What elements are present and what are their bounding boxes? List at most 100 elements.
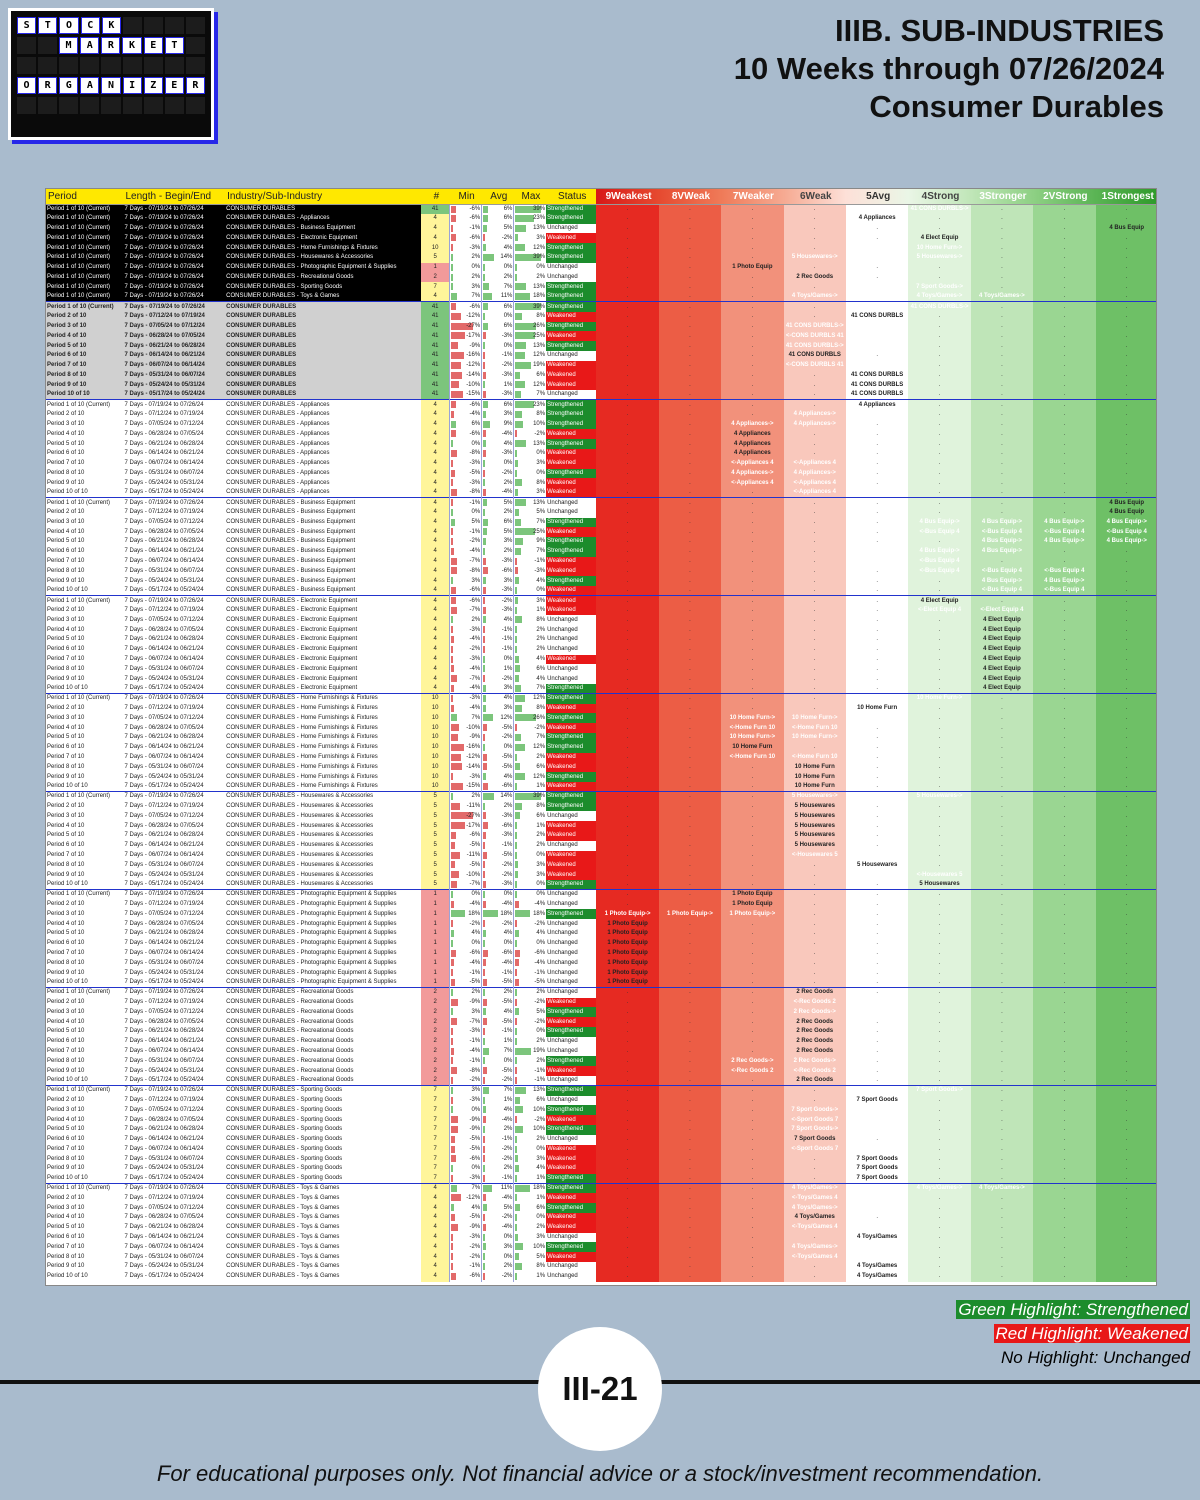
logo-letter bbox=[17, 97, 37, 114]
zone-cell: . bbox=[596, 684, 659, 694]
period-cell: Period 5 of 10 bbox=[47, 832, 85, 839]
value-text: -4% bbox=[469, 705, 481, 712]
status-cell: Strengthened bbox=[546, 213, 597, 224]
value-text: -6% bbox=[501, 567, 513, 574]
zone-cell: . bbox=[908, 684, 971, 694]
period-cell: Period 5 of 10 bbox=[47, 440, 85, 447]
zone-cell: . bbox=[658, 919, 722, 929]
header-status: Status bbox=[546, 189, 597, 205]
zone-cell: . bbox=[658, 1242, 722, 1253]
value-bar bbox=[515, 636, 518, 644]
period-cell: Period 6 of 10 bbox=[47, 1136, 85, 1143]
period-cell: Period 3 of 10 bbox=[47, 616, 85, 623]
count-cell: 10 bbox=[421, 713, 450, 724]
value-bar bbox=[451, 675, 457, 683]
table-row: Period 1 of 10 (Current) 7 Days - 07/19/2… bbox=[46, 252, 1156, 263]
value-text: 8% bbox=[536, 803, 546, 809]
zone-cell: <-CONS DURBLS 41 bbox=[783, 331, 846, 342]
table-row: Period 2 of 10 7 Days - 07/12/24 to 07/19… bbox=[46, 605, 1156, 616]
value-text: 3% bbox=[536, 489, 546, 496]
value-bar bbox=[451, 822, 465, 830]
zone-cell: . bbox=[845, 938, 909, 949]
length-cell: 7 Days - 07/05/24 to 07/12/24 bbox=[124, 1008, 204, 1015]
zone-cell: . bbox=[1095, 409, 1156, 420]
avg-cell: 0% bbox=[481, 341, 514, 351]
zone-cell: . bbox=[596, 664, 659, 675]
period-cell: Period 1 of 10 (Current) bbox=[46, 1085, 124, 1096]
zone-cell: . bbox=[658, 272, 722, 283]
value-text: -15% bbox=[466, 391, 481, 398]
value-bar bbox=[483, 822, 488, 830]
zone-cell: . bbox=[596, 674, 659, 685]
zone-cell: . bbox=[970, 703, 1034, 714]
length-cell: 7 Days - 06/21/24 to 06/28/24 bbox=[124, 930, 204, 937]
industry-cell: CONSUMER DURABLES - Business Equipment bbox=[225, 497, 422, 508]
table-row: Period 9 of 10 7 Days - 05/24/24 to 05/31… bbox=[46, 772, 1156, 783]
value-bar bbox=[483, 479, 486, 487]
value-bar bbox=[515, 910, 530, 918]
value-text: -5% bbox=[469, 1136, 481, 1143]
length-cell: 7 Days - 06/21/24 to 06/28/24 bbox=[124, 440, 204, 447]
value-text: 8% bbox=[536, 1263, 546, 1270]
avg-cell: -1% bbox=[481, 635, 514, 645]
zone-cell: . bbox=[970, 958, 1034, 969]
value-bar bbox=[451, 1243, 454, 1251]
length-cell: 7 Days - 07/19/24 to 07/26/24 bbox=[123, 272, 226, 283]
status-cell: Weakened bbox=[546, 478, 597, 489]
zone-cell: . bbox=[658, 576, 722, 587]
count-cell: 5 bbox=[421, 821, 450, 831]
value-bar bbox=[483, 1233, 486, 1241]
zone-cell: . bbox=[658, 625, 722, 636]
value-bar bbox=[451, 449, 458, 457]
value-bar bbox=[483, 371, 486, 379]
zone-cell: . bbox=[1033, 752, 1096, 763]
zone-cell: . bbox=[908, 762, 971, 773]
zone-cell: . bbox=[721, 272, 784, 283]
zone-cell: . bbox=[1033, 419, 1096, 430]
min-cell: 0% bbox=[449, 507, 482, 518]
period-cell: Period 2 of 10 bbox=[47, 509, 85, 516]
value-text: 0% bbox=[471, 940, 481, 947]
value-text: -1% bbox=[469, 528, 481, 535]
max-cell: 6% bbox=[513, 811, 547, 822]
min-cell: -6% bbox=[449, 586, 482, 596]
value-bar bbox=[451, 900, 455, 908]
zone-cell: . bbox=[1033, 1036, 1096, 1047]
value-bar bbox=[515, 449, 518, 457]
zone-cell: . bbox=[783, 517, 846, 528]
value-bar bbox=[451, 1125, 459, 1133]
zone-cell: . bbox=[721, 566, 784, 577]
value-text: -5% bbox=[501, 979, 513, 986]
zone-cell: <-Toys/Games 4 bbox=[845, 1193, 909, 1204]
industry-cell: CONSUMER DURABLES - Photographic Equipme… bbox=[226, 959, 397, 966]
table-row: Period 1 of 10 (Current) 7 Days - 07/19/2… bbox=[46, 1183, 1156, 1194]
zone-cell: . bbox=[970, 1124, 1034, 1135]
value-text: -2% bbox=[469, 1253, 481, 1260]
table-row: Period 7 of 10 7 Days - 06/07/24 to 06/14… bbox=[46, 458, 1156, 469]
value-bar bbox=[483, 1174, 486, 1182]
min-cell: -14% bbox=[449, 370, 482, 381]
value-text: 19% bbox=[533, 1047, 546, 1054]
zone-cell: . bbox=[658, 879, 722, 890]
zone-cell: . bbox=[658, 801, 722, 812]
table-row: Period 1 of 10 (Current) 7 Days - 07/19/2… bbox=[46, 204, 1156, 214]
industry-cell: CONSUMER DURABLES - Business Equipment bbox=[226, 548, 356, 555]
zone-cell: . bbox=[970, 791, 1034, 802]
zone-cell: . bbox=[908, 987, 971, 998]
zone-cell: . bbox=[1095, 350, 1156, 361]
value-bar bbox=[451, 1214, 456, 1222]
status-cell: Strengthened bbox=[546, 292, 597, 302]
zone-cell: . bbox=[1033, 439, 1096, 449]
zone-cell: . bbox=[658, 987, 722, 998]
zone-cell: . bbox=[908, 1222, 971, 1233]
min-cell: 6% bbox=[449, 419, 482, 430]
value-bar bbox=[483, 597, 486, 605]
table-row: Period 5 of 10 7 Days - 06/21/24 to 06/28… bbox=[46, 635, 1156, 645]
value-text: -2% bbox=[534, 430, 546, 437]
industry-cell: CONSUMER DURABLES - Housewares & Accesso… bbox=[226, 881, 374, 888]
value-bar bbox=[451, 253, 454, 261]
count-cell: 2 bbox=[421, 1075, 450, 1086]
zone-cell: . bbox=[658, 713, 722, 724]
zone-cell: . bbox=[658, 390, 722, 400]
value-bar bbox=[483, 449, 486, 457]
